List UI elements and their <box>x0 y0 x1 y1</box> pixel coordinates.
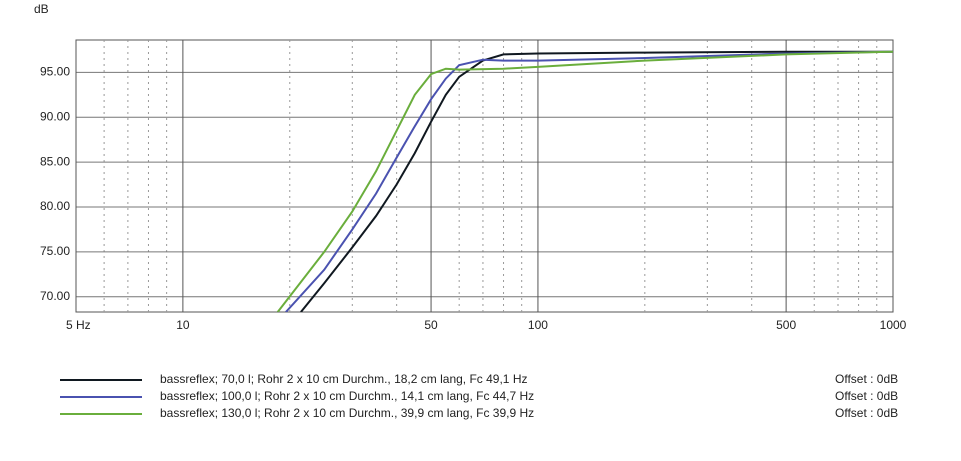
y-tick-label: 75.00 <box>40 244 70 258</box>
y-tick-label: 85.00 <box>40 154 70 168</box>
series-line <box>285 50 893 312</box>
y-axis-label: dB <box>34 2 49 16</box>
x-tick-label: 10 <box>176 318 190 332</box>
legend-offset: Offset : 0dB <box>835 372 898 386</box>
x-tick-label: 500 <box>776 318 796 332</box>
legend-offset: Offset : 0dB <box>835 406 898 420</box>
legend-offset: Offset : 0dB <box>835 389 898 403</box>
x-tick-label: 5 Hz <box>66 318 91 332</box>
legend-label: bassreflex; 100,0 l; Rohr 2 x 10 cm Durc… <box>160 389 534 403</box>
y-tick-label: 80.00 <box>40 199 70 213</box>
series-line <box>276 50 893 312</box>
x-tick-label: 100 <box>528 318 548 332</box>
plot-frame <box>75 39 894 313</box>
legend-label: bassreflex; 70,0 l; Rohr 2 x 10 cm Durch… <box>160 372 527 386</box>
y-tick-label: 70.00 <box>40 289 70 303</box>
y-tick-label: 95.00 <box>40 64 70 78</box>
legend-label: bassreflex; 130,0 l; Rohr 2 x 10 cm Durc… <box>160 406 534 420</box>
x-tick-label: 50 <box>424 318 438 332</box>
series-line <box>300 50 893 312</box>
y-tick-label: 90.00 <box>40 109 70 123</box>
x-tick-label: 1000 <box>880 318 907 332</box>
